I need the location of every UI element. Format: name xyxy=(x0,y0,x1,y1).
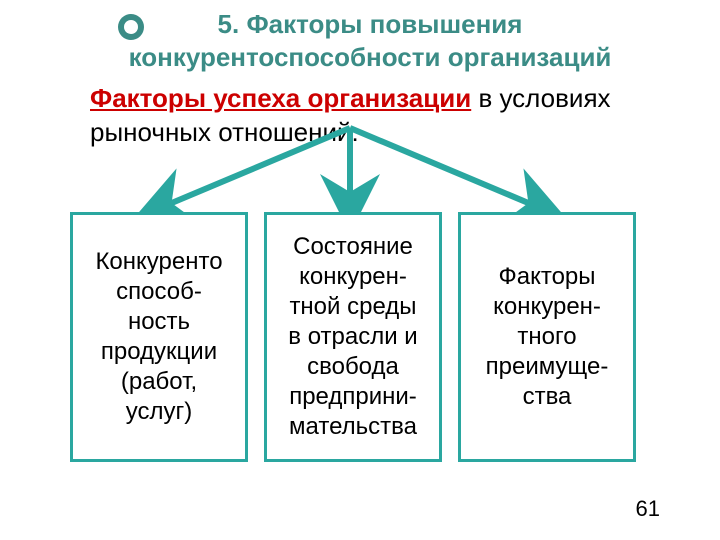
factor-box-1: Конкуренто способ- ность продукции (рабо… xyxy=(70,212,248,462)
factor-box-3: Факторы конкурен- тного преимуще- ства xyxy=(458,212,636,462)
factor-box-2: Состояние конкурен- тной среды в отрасли… xyxy=(264,212,442,462)
page-number: 61 xyxy=(636,496,660,522)
subtitle-highlight: Факторы успеха организации xyxy=(90,83,471,113)
slide-subtitle: Факторы успеха организации в условиях ры… xyxy=(90,82,680,150)
slide: 5. Факторы повышения конкурентоспособнос… xyxy=(0,0,720,540)
slide-title: 5. Факторы повышения конкурентоспособнос… xyxy=(90,8,650,73)
